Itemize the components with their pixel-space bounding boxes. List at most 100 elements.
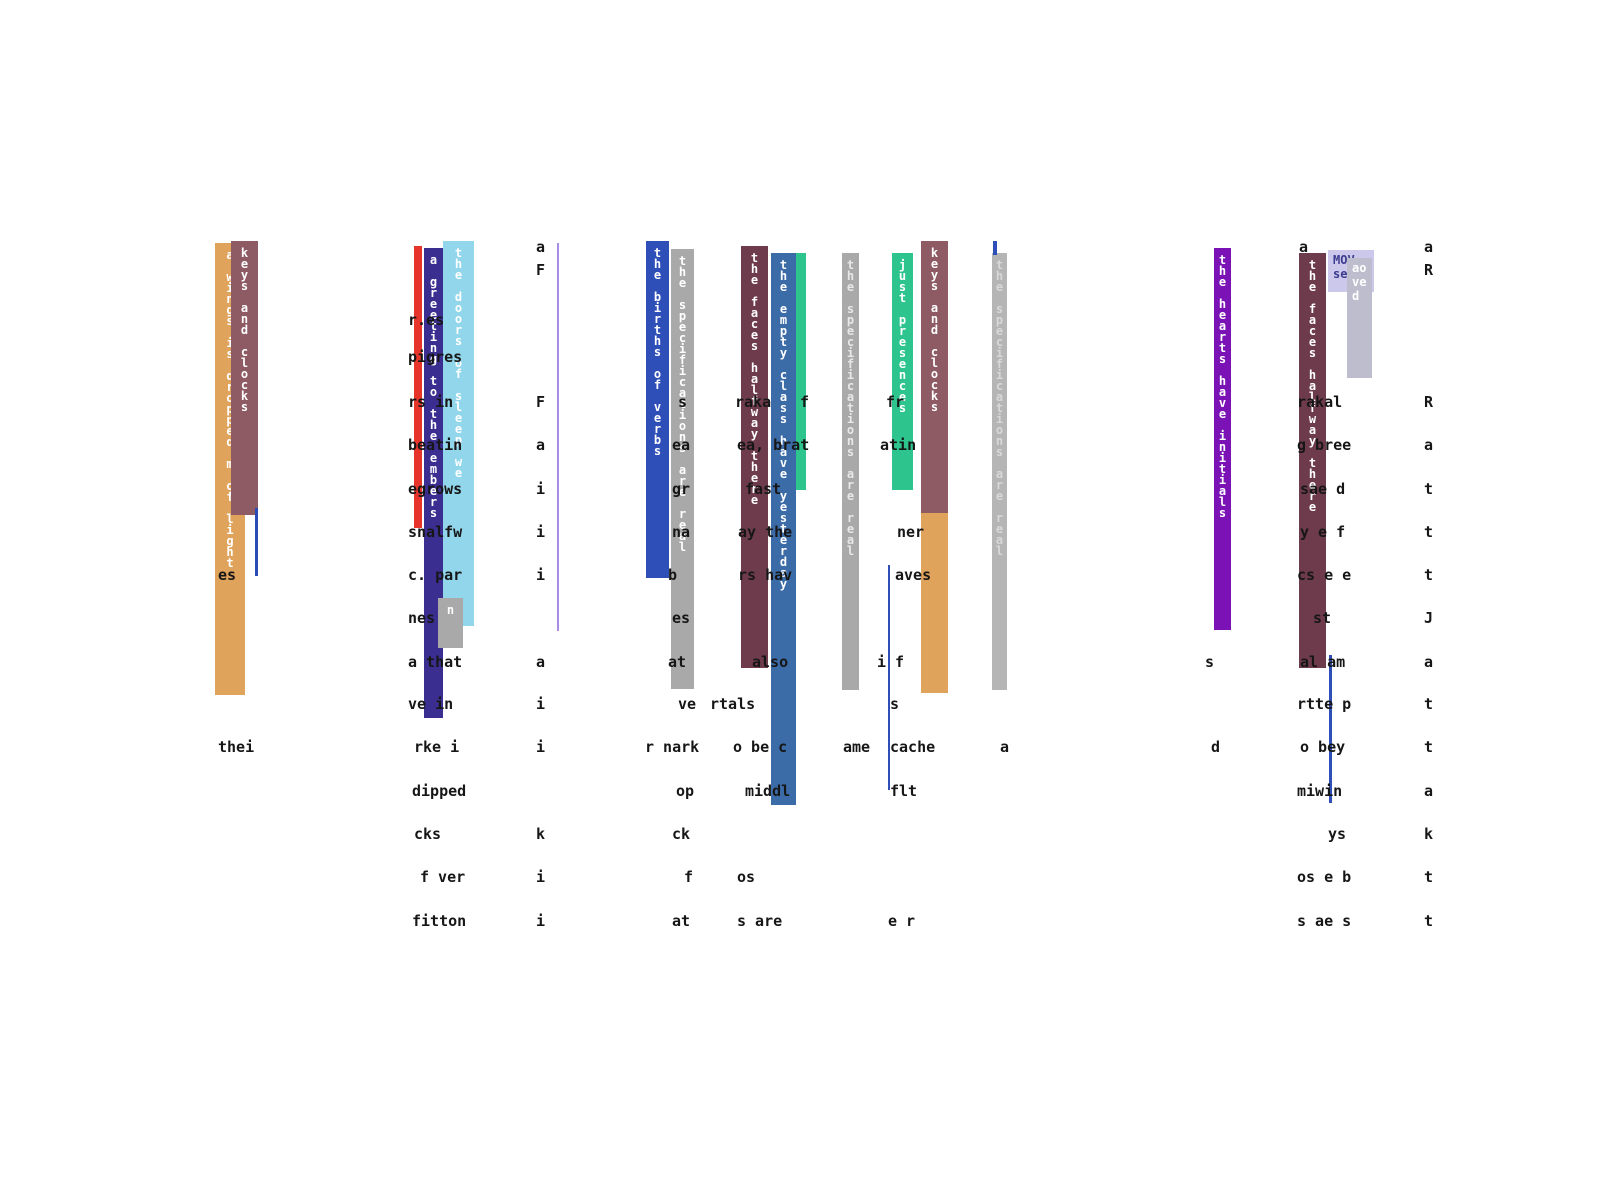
blue-tick	[993, 241, 997, 255]
text-fragment: st	[1313, 609, 1332, 627]
text-fragment: i	[536, 566, 546, 584]
mauve-bar-right: k e y s a n d c l o c k s	[921, 241, 948, 513]
mauve-bar-left: k e y s a n d c l o c k s	[231, 241, 258, 515]
text-fragment: rtte p	[1297, 695, 1352, 713]
text-fragment: f	[684, 868, 694, 886]
text-fragment: i	[536, 868, 546, 886]
text-fragment: es	[218, 566, 237, 584]
text-fragment: ea	[672, 436, 691, 454]
text-fragment: os e b	[1297, 868, 1352, 886]
text-fragment: dipped	[412, 782, 467, 800]
text-fragment: rs in	[408, 393, 454, 411]
text-fragment: t	[1424, 912, 1434, 930]
text-fragment: rs hav	[738, 566, 793, 584]
text-fragment: o bey	[1300, 738, 1346, 756]
bar-vertical-caption: t h e f a c e s h a l f w a y t h e r e	[1308, 258, 1317, 514]
text-fragment: at	[668, 653, 687, 671]
text-fragment: r nark	[645, 738, 700, 756]
text-fragment: t	[1424, 566, 1434, 584]
text-fragment: e r	[888, 912, 916, 930]
text-fragment: ve	[678, 695, 697, 713]
steel-blue-bar: t h e e m p t y c l a s s h a v e y e s …	[771, 253, 796, 805]
text-fragment: R	[1424, 261, 1434, 279]
grey-violet-box: ao ve d	[1347, 258, 1372, 378]
text-fragment: i	[536, 523, 546, 541]
text-fragment: ame	[843, 738, 871, 756]
text-fragment: na	[672, 523, 691, 541]
text-fragment: fast	[745, 480, 782, 498]
text-fragment: at	[672, 912, 691, 930]
text-fragment: a	[536, 436, 546, 454]
text-fragment: a	[1299, 238, 1309, 256]
text-fragment: d	[1211, 738, 1221, 756]
text-fragment: i	[536, 912, 546, 930]
text-fragment: r.es	[408, 311, 445, 329]
text-fragment: s are	[737, 912, 783, 930]
text-fragment: a	[1424, 782, 1434, 800]
text-fragment: i f	[877, 653, 905, 671]
text-fragment: os	[737, 868, 756, 886]
text-fragment: t	[1424, 480, 1434, 498]
bar-vertical-caption: t h e d o o r s o f s l e e p w e	[454, 246, 463, 480]
text-fragment: R	[1424, 393, 1434, 411]
text-fragment: s ae s	[1297, 912, 1352, 930]
text-fragment: k	[1424, 825, 1434, 843]
text-fragment: J	[1424, 609, 1434, 627]
text-fragment: middl	[745, 782, 791, 800]
purple-bar: t h e h e a r t s h a v e i n i t i a l …	[1214, 248, 1231, 630]
text-fragment: raka	[735, 393, 772, 411]
text-fragment: s	[678, 393, 688, 411]
text-fragment: aves	[895, 566, 932, 584]
text-fragment: ck	[672, 825, 691, 843]
bar-vertical-caption: t h e s p e c i f i c a t i o n s a r e …	[846, 258, 855, 558]
text-fragment: t	[1424, 695, 1434, 713]
text-fragment: nes	[408, 609, 436, 627]
text-fragment: rakal	[1297, 393, 1343, 411]
blue-line-right	[1329, 655, 1332, 803]
bar-vertical-caption: k e y s a n d c l o c k s	[930, 246, 939, 414]
bar-vertical-caption: n	[446, 603, 455, 617]
red-bar	[414, 246, 422, 528]
text-fragment: atin	[880, 436, 917, 454]
text-fragment: s	[890, 695, 900, 713]
maroon-bar-b: t h e f a c e s h a l f w a y t h e r e	[1299, 253, 1326, 668]
text-fragment: snalfw	[408, 523, 463, 541]
bar-vertical-caption: t h e h e a r t s h a v e i n i t i a l …	[1218, 253, 1227, 520]
text-fragment: F	[536, 261, 546, 279]
text-fragment: a	[536, 653, 546, 671]
text-fragment: rke i	[414, 738, 460, 756]
text-fragment: o be c	[733, 738, 788, 756]
bar-vertical-caption: a w i n g s i s d r o p p e d m o f l i …	[226, 248, 234, 570]
text-fragment: miwin	[1297, 782, 1343, 800]
text-fragment: al am	[1300, 653, 1346, 671]
bar-vertical-caption: t h e f a c e s h a l f w a y t h e r e	[750, 251, 759, 507]
small-grey-box: n	[438, 598, 463, 648]
text-fragment: gr	[672, 480, 691, 498]
purple-line	[557, 243, 559, 631]
text-fragment: op	[676, 782, 695, 800]
text-fragment: ys	[1328, 825, 1347, 843]
orange-bar-right	[921, 513, 948, 693]
text-fragment: pigres	[408, 348, 463, 366]
text-fragment: s	[1205, 653, 1215, 671]
text-fragment: thei	[218, 738, 255, 756]
text-fragment: t	[1424, 523, 1434, 541]
text-fragment: a	[1424, 653, 1434, 671]
text-fragment: ea, brat	[737, 436, 810, 454]
bar-vertical-caption: t h e s p e c i f i c a t i o n s a r e …	[995, 258, 1004, 558]
text-fragment: ay the	[738, 523, 793, 541]
text-fragment: b	[668, 566, 678, 584]
text-fragment: sae d	[1300, 480, 1346, 498]
text-fragment: also	[752, 653, 789, 671]
royal-blue-bar: t h e b i r t h s o f v e r b s	[646, 241, 669, 578]
text-fragment: t	[1424, 868, 1434, 886]
bar-vertical-caption: t h e b i r t h s o f v e r b s	[653, 246, 662, 458]
emerald-bar: j u s t p r e s e n c e s	[892, 253, 913, 490]
text-fragment: i	[536, 695, 546, 713]
text-fragment: i	[536, 480, 546, 498]
blue-line-mid	[888, 565, 890, 790]
text-fragment: g bree	[1297, 436, 1352, 454]
maroon-bar-a: t h e f a c e s h a l f w a y t h e r e	[741, 246, 768, 668]
bar-vertical-caption: j u s t p r e s e n c e s	[898, 258, 907, 415]
